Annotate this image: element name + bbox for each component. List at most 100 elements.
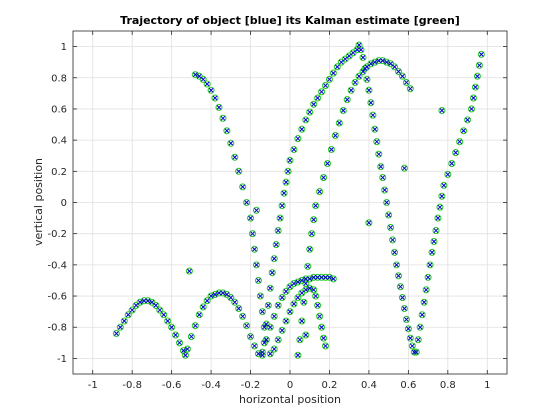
trajectory-point [299, 126, 305, 132]
estimate-point [410, 348, 418, 356]
x-tick-label: -1 [88, 380, 98, 391]
trajectory-point [236, 306, 242, 311]
y-tick-label: -1 [57, 354, 67, 365]
trajectory-point [376, 58, 382, 63]
trajectory-point [224, 128, 230, 134]
estimate-point [460, 127, 468, 135]
estimate-point [306, 108, 314, 116]
trajectory-point [287, 158, 293, 163]
estimate-point [252, 206, 261, 214]
estimate-point [235, 167, 243, 175]
estimate-point [335, 119, 343, 127]
estimate-point [414, 336, 422, 344]
trajectory-point [173, 332, 178, 338]
estimate-point [333, 63, 341, 71]
trajectory-point [165, 318, 171, 324]
estimate-point [294, 294, 302, 302]
y-tick-label: 0.4 [51, 136, 67, 147]
trajectory-point [303, 276, 309, 282]
estimate-point [294, 135, 302, 143]
trajectory-point [208, 293, 214, 299]
estimate-point [156, 306, 164, 314]
trajectory-point [356, 42, 362, 48]
estimate-point [215, 103, 223, 111]
estimate-point [359, 53, 367, 62]
trajectory-point [291, 147, 297, 152]
trajectory-point [321, 335, 326, 341]
estimate-point [272, 241, 280, 249]
estimate-point [355, 72, 363, 80]
trajectory-point [244, 323, 249, 329]
trajectory-point [317, 189, 322, 194]
trajectory-point [236, 168, 242, 174]
trajectory-point [169, 324, 174, 330]
trajectory-point [370, 112, 376, 118]
estimate-point [467, 105, 476, 113]
trajectory-point [374, 139, 380, 145]
trajectory-point [350, 50, 356, 56]
estimate-point [164, 317, 172, 325]
trajectory-point [364, 76, 370, 82]
trajectory-point [263, 321, 269, 327]
estimate-point [310, 100, 318, 108]
ticks: -1 -0.8 -0.6 -0.4 -0.2 0 0.2 0.4 0.6 0.8 1 -1 -0.8 -0… [47, 31, 507, 391]
trajectory-point [189, 334, 194, 339]
trajectory-point [279, 295, 285, 300]
trajectory-point [457, 139, 463, 145]
trajectory-point [208, 87, 214, 93]
estimate-point [294, 351, 302, 359]
estimate-point [278, 294, 286, 302]
y-tick-label: -0.8 [47, 323, 67, 334]
trajectory-point [299, 278, 305, 283]
trajectory-point [340, 108, 346, 113]
trajectory-point [325, 161, 330, 166]
trajectory-point [181, 348, 186, 353]
estimate-point [258, 308, 266, 316]
estimate-point [260, 323, 268, 331]
trajectory-point [267, 324, 273, 330]
trajectory-point [360, 55, 366, 60]
estimate-point [211, 94, 219, 102]
estimate-point [416, 323, 424, 331]
trajectory-point [321, 175, 326, 180]
trajectory-point [358, 47, 364, 53]
trajectory-point [327, 76, 332, 82]
trajectory-point [368, 100, 374, 106]
trajectory-point [125, 312, 131, 318]
trajectory-point [404, 80, 409, 85]
estimate-point [312, 292, 320, 300]
estimate-point [290, 300, 298, 308]
estimate-point [396, 283, 405, 291]
trajectory-point [287, 309, 293, 314]
estimate-point [314, 301, 322, 309]
estimate-point [231, 298, 239, 306]
trajectory-point [453, 150, 459, 155]
trajectory-point [413, 349, 419, 355]
estimate-point [331, 131, 339, 140]
estimate-point [168, 323, 176, 331]
trajectory-point [327, 274, 332, 280]
trajectory-point [279, 327, 285, 333]
estimate-point [254, 276, 262, 285]
trajectory-point [317, 313, 322, 319]
estimate-point [308, 230, 316, 238]
estimate-point [347, 86, 355, 94]
trajectory-point [352, 80, 358, 85]
estimate-point [203, 80, 211, 88]
trajectory-point [291, 281, 297, 286]
estimate-point [373, 138, 381, 146]
trajectory-point [445, 172, 451, 177]
trajectory-point [356, 73, 362, 79]
estimate-point [351, 78, 359, 86]
trajectory-point [192, 323, 198, 329]
estimate-point [319, 334, 328, 342]
trajectory-point [342, 56, 348, 62]
estimate-point [300, 298, 308, 306]
trajectory-point [224, 292, 230, 297]
trajectory-point [277, 215, 283, 221]
trajectory-point [423, 287, 429, 293]
trajectory-series [114, 42, 484, 358]
trajectory-point [228, 140, 234, 146]
estimate-point [400, 304, 408, 313]
estimate-point [422, 286, 430, 294]
